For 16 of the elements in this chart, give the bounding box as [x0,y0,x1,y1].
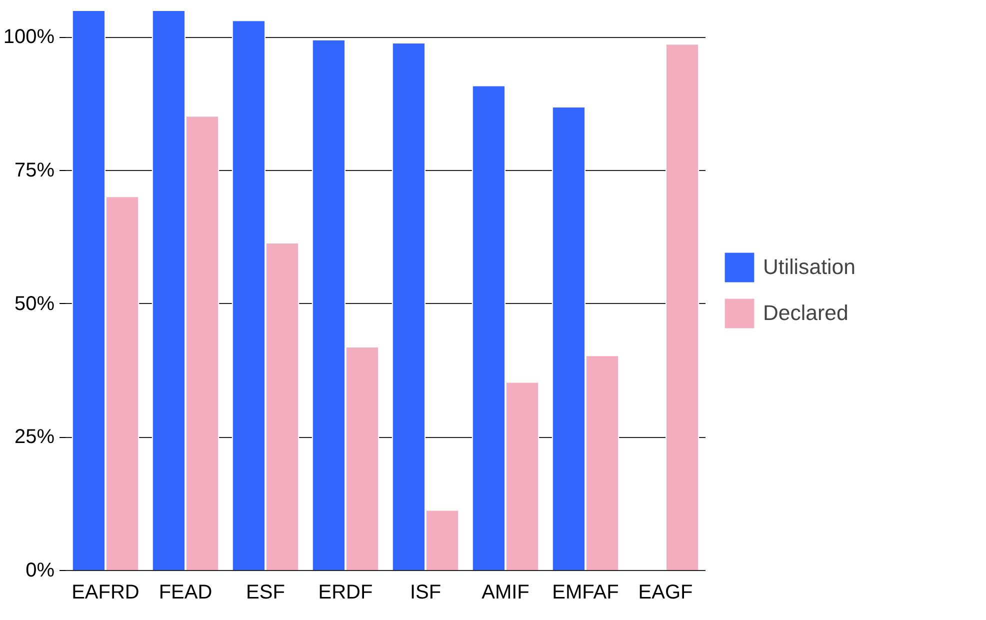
x-tick-label: ESF [246,582,285,604]
y-tick-label: 0% [26,560,55,582]
x-tick-label: EAGF [638,582,693,604]
y-tick-label: 100% [3,26,55,48]
x-tick-label: ISF [410,582,442,604]
x-tick-label: EMFAF [552,582,619,604]
y-tick-label: 25% [14,426,55,448]
legend-label: Declared [763,300,848,326]
legend-label: Utilisation [763,254,856,280]
x-tick-label: ERDF [318,582,373,604]
x-tick-label: AMIF [482,582,530,604]
x-tick-label: FEAD [158,582,212,604]
x-tick-label: EAFRD [72,582,140,604]
bar [666,44,700,570]
y-tick-label: 75% [14,160,55,182]
y-tick-label: 50% [14,292,55,315]
